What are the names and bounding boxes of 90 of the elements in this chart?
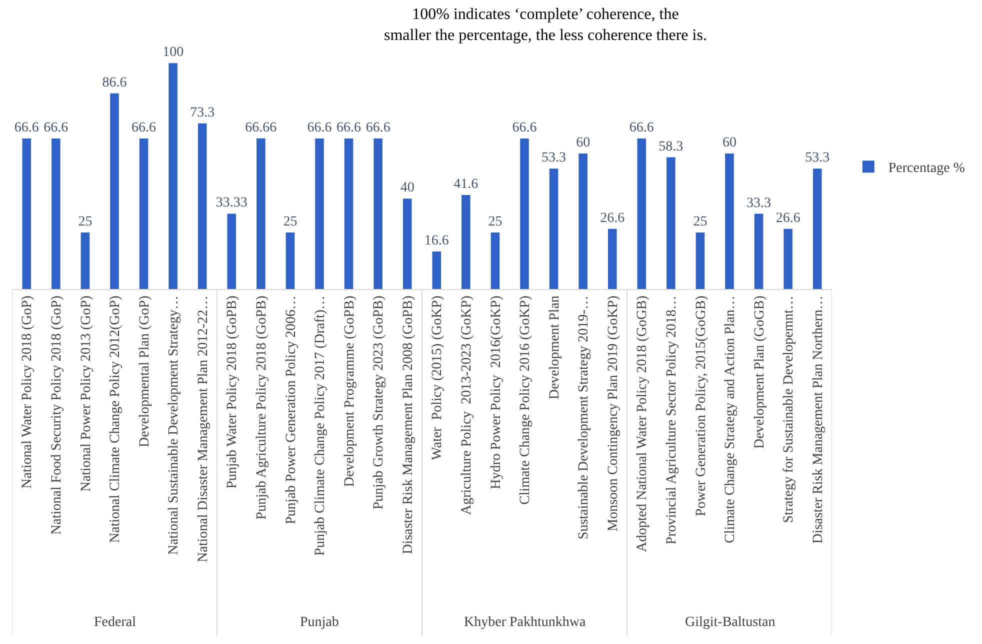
x-tick-label: Climate Change Strategy and Action Plan… bbox=[723, 296, 738, 544]
bar bbox=[227, 214, 236, 289]
bar bbox=[754, 214, 764, 289]
data-label: 16.6 bbox=[424, 234, 449, 248]
x-tick-label: Adopted National Water Policy 2018 (GoGB) bbox=[635, 295, 650, 552]
data-label: 58.3 bbox=[658, 139, 684, 154]
x-tick-label: Monsoon Contingency Plan 2019 (GoKP) bbox=[606, 295, 621, 532]
bar bbox=[812, 168, 822, 289]
data-label: 60 bbox=[576, 135, 590, 150]
data-label: 25 bbox=[488, 214, 502, 230]
legend-label: Percentage % bbox=[888, 161, 966, 176]
data-label: 41.6 bbox=[454, 177, 478, 192]
x-tick-label: National Disaster Management Plan 2012-22… bbox=[196, 296, 211, 562]
data-label: 53.3 bbox=[805, 150, 830, 166]
x-tick-label: National Climate Change Policy 2012(GoP) bbox=[108, 295, 124, 543]
bar bbox=[22, 138, 32, 289]
data-label: 66.6 bbox=[307, 120, 332, 136]
x-tick-label: Agriculture Policy 2013-2023 (GoKP) bbox=[459, 295, 474, 515]
bar bbox=[110, 93, 119, 289]
x-tick-label: Power Generation Policy, 2015(GoGB) bbox=[694, 295, 709, 516]
x-tick-label: Sustainable Development Strategy 2019-… bbox=[576, 296, 592, 540]
x-tick-label: National Water Policy 2018 (GoP) bbox=[20, 295, 36, 489]
bar bbox=[286, 232, 295, 289]
x-tick-label: Development Programme (GoPB) bbox=[342, 295, 358, 487]
x-tick-label: Disaster Risk Management Plan 2008 (GoPB) bbox=[400, 295, 416, 554]
data-label: 66.6 bbox=[366, 120, 390, 136]
x-tick-label: Punjab Growth Strategy 2023 (GoPB) bbox=[372, 295, 387, 510]
bar bbox=[52, 138, 60, 289]
bar bbox=[344, 138, 354, 289]
x-tick-label: Strategy for Sustainable Developemnt… bbox=[782, 296, 797, 524]
bar bbox=[520, 138, 529, 289]
data-label: 66.6 bbox=[512, 120, 537, 136]
bar bbox=[666, 157, 676, 289]
x-tick-label: National Food Security Policy 2018 (GoP) bbox=[49, 295, 64, 535]
text: Khyber Pakhtunkhwa bbox=[464, 615, 586, 630]
x-tick-label: Punjab Water Policy 2018 (GoPB) bbox=[225, 295, 240, 489]
chart-title: 100% indicates ‘complete’ coherence, the smaller the percentage, the less coherence there is. bbox=[384, 6, 707, 44]
x-tick-label: Hydro Power Policy 2016(GoKP) bbox=[488, 295, 504, 490]
data-label: 53.3 bbox=[542, 150, 566, 166]
x-tick-label: Punjab Agriculture Policy 2018 (GoPB) bbox=[254, 295, 270, 520]
data-label: 66.6 bbox=[629, 120, 654, 136]
data-label: 25 bbox=[78, 214, 92, 230]
data-label: 33.33 bbox=[216, 196, 248, 211]
text: Federal bbox=[94, 615, 136, 630]
bar bbox=[198, 123, 207, 289]
x-tick-label: Disaster Risk Management Plan Northern… bbox=[810, 296, 826, 544]
bar bbox=[315, 138, 324, 289]
bar bbox=[784, 228, 792, 289]
data-label: 86.6 bbox=[102, 75, 127, 90]
text: Punjab bbox=[300, 615, 339, 630]
x-tick-label: Climate Change Policy 2016 (GoKP) bbox=[518, 295, 534, 505]
x-tick-label: Development Plan (GoGB) bbox=[752, 295, 768, 449]
bar bbox=[374, 138, 382, 289]
x-tick-label: Punjab Power Generation Policy 2006… bbox=[284, 296, 299, 524]
bar bbox=[462, 195, 470, 289]
x-tick-label: Punjab Climate Change Policy 2017 (Draft)… bbox=[313, 296, 328, 556]
bar bbox=[80, 232, 90, 289]
bar bbox=[139, 138, 148, 289]
x-tick-label: National Power Policy 2013 (GoP) bbox=[78, 295, 94, 492]
text: Gilgit-Baltustan bbox=[685, 615, 776, 630]
x-tick-label: National Sustainable Development Strategy… bbox=[166, 296, 182, 555]
data-label: 60 bbox=[722, 135, 736, 150]
bar bbox=[549, 168, 558, 289]
bar bbox=[578, 153, 588, 289]
data-label: 26.6 bbox=[776, 210, 800, 226]
bar bbox=[637, 138, 646, 289]
bar bbox=[608, 228, 617, 289]
data-label: 66.6 bbox=[336, 120, 362, 136]
data-label: 26.6 bbox=[600, 210, 625, 226]
bar bbox=[432, 252, 442, 289]
data-label: 33.3 bbox=[746, 196, 772, 211]
data-label: 25 bbox=[693, 214, 708, 230]
bar bbox=[402, 198, 412, 289]
data-label: 66.6 bbox=[132, 120, 156, 136]
bar bbox=[725, 153, 734, 289]
data-label: 66.6 bbox=[14, 120, 39, 136]
x-tick-label: Water Policy (2015) (GoKP) bbox=[430, 295, 446, 460]
data-label: 66.66 bbox=[245, 120, 277, 136]
data-label: 25 bbox=[283, 214, 298, 230]
data-label: 66.6 bbox=[44, 120, 68, 136]
x-tick-label: Development Plan bbox=[547, 296, 562, 400]
x-tick-label: Developmental Plan (GoP) bbox=[137, 295, 152, 448]
bar bbox=[696, 232, 705, 289]
data-label: 40 bbox=[400, 180, 414, 196]
data-label: 100 bbox=[162, 45, 184, 60]
data-label: 73.3 bbox=[190, 105, 215, 120]
bar bbox=[490, 232, 500, 289]
bar bbox=[168, 63, 178, 289]
x-tick-label: Provincial Agriculture Sector Policy 2018… bbox=[664, 296, 680, 544]
bar bbox=[256, 138, 266, 289]
